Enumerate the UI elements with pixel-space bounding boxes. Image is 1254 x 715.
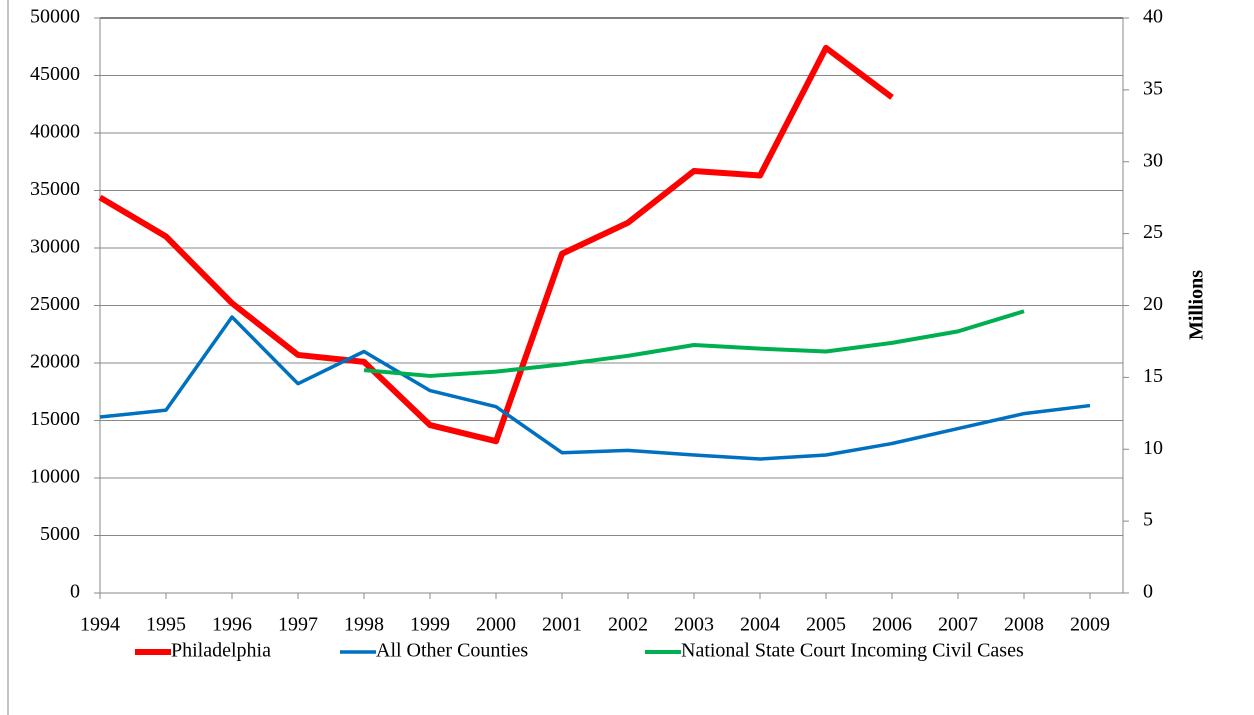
x-tick-label: 1997 [278, 614, 318, 636]
x-tick-label: 1998 [344, 614, 384, 636]
x-tick-label: 2008 [1004, 614, 1044, 636]
x-tick-label: 2001 [542, 614, 582, 636]
y-tick-label: 0 [70, 581, 80, 603]
legend-label: All Other Counties [376, 640, 528, 662]
x-tick-label: 2005 [806, 614, 846, 636]
y2-tick-label: 20 [1143, 293, 1163, 315]
y2-tick-label: 15 [1143, 365, 1163, 387]
y-tick-label: 25000 [30, 293, 80, 315]
y-tick-label: 15000 [30, 408, 80, 430]
y2-tick-label: 35 [1143, 77, 1163, 99]
y-tick-label: 30000 [30, 236, 80, 258]
x-tick-label: 1999 [410, 614, 450, 636]
x-tick-label: 2003 [674, 614, 714, 636]
x-tick-label: 2000 [476, 614, 516, 636]
y2-tick-label: 5 [1143, 509, 1153, 531]
legend-label: National State Court Incoming Civil Case… [681, 640, 1024, 662]
y-tick-label: 20000 [30, 351, 80, 373]
y-tick-label: 45000 [30, 63, 80, 85]
y-tick-label: 10000 [30, 466, 80, 488]
x-tick-label: 2002 [608, 614, 648, 636]
series-line [363, 309, 1025, 378]
x-tick-label: 1995 [146, 614, 186, 636]
series-line [99, 315, 1091, 461]
y-tick-label: 40000 [30, 121, 80, 143]
x-tick-label: 2006 [872, 614, 912, 636]
y2-axis-label: Millions [1186, 270, 1208, 340]
y2-tick-label: 0 [1143, 581, 1153, 603]
y2-tick-label: 40 [1143, 6, 1163, 28]
x-tick-label: 2009 [1070, 614, 1110, 636]
y-tick-label: 5000 [40, 523, 80, 545]
series-line [98, 44, 894, 445]
y-tick-label: 35000 [30, 178, 80, 200]
y2-tick-label: 30 [1143, 149, 1163, 171]
legend-label: Philadelphia [171, 640, 271, 662]
y2-tick-label: 25 [1143, 221, 1163, 243]
y-tick-label: 50000 [30, 6, 80, 28]
y2-tick-label: 10 [1143, 437, 1163, 459]
x-tick-label: 2007 [938, 614, 978, 636]
x-tick-label: 2004 [740, 614, 780, 636]
x-tick-label: 1996 [212, 614, 252, 636]
x-tick-label: 1994 [80, 614, 120, 636]
